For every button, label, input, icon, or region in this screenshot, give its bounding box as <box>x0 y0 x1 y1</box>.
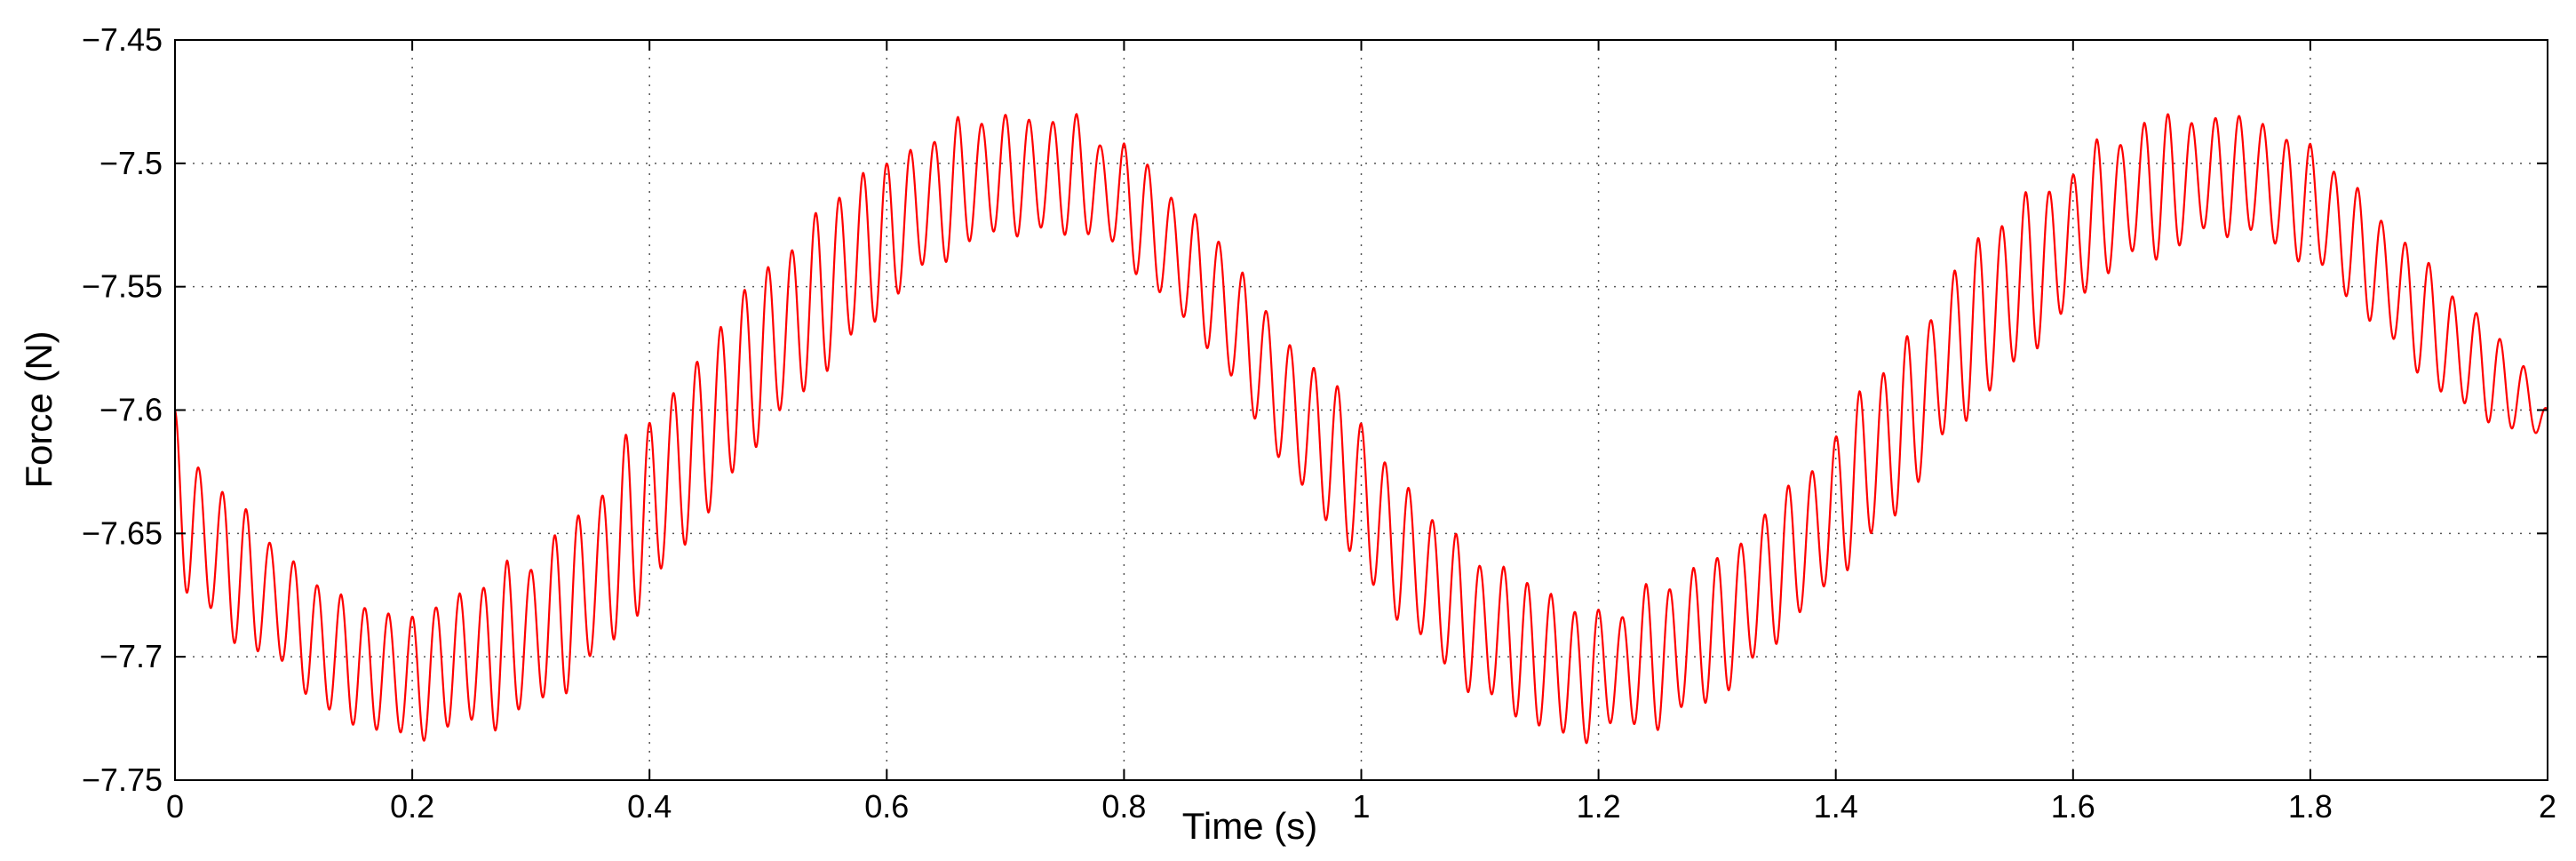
axis-ticks <box>174 39 2548 781</box>
y-axis-title: Force (N) <box>18 331 60 488</box>
y-tick-label: −7.7 <box>99 638 163 674</box>
y-tick-label: −7.65 <box>82 514 163 551</box>
x-tick-label: 2 <box>2539 788 2556 825</box>
x-tick-label: 1.8 <box>2288 788 2333 825</box>
x-axis-title: Time (s) <box>1182 805 1317 847</box>
y-tick-labels: −7.45 −7.5 −7.55 −7.6 −7.65 −7.7 −7.75 <box>82 21 163 798</box>
x-tick-label: 0.8 <box>1101 788 1146 825</box>
force-series-line <box>173 113 2548 745</box>
x-tick-label: 1.2 <box>1577 788 1621 825</box>
x-tick-label: 1 <box>1352 788 1370 825</box>
y-tick-label: −7.45 <box>82 21 163 58</box>
x-tick-label: 0.6 <box>864 788 909 825</box>
series-layer <box>173 113 2548 745</box>
y-tick-label: −7.75 <box>82 761 163 798</box>
y-tick-label: −7.6 <box>99 392 163 428</box>
x-tick-label: 1.6 <box>2051 788 2095 825</box>
y-tick-label: −7.55 <box>82 268 163 305</box>
x-tick-label: 0.2 <box>390 788 434 825</box>
x-tick-label: 1.4 <box>1814 788 1858 825</box>
x-tick-labels: 0 0.2 0.4 0.6 0.8 1 1.2 1.4 1.6 1.8 2 <box>166 788 2556 825</box>
x-tick-label: 0.4 <box>627 788 672 825</box>
y-tick-label: −7.5 <box>99 145 163 181</box>
x-tick-label: 0 <box>166 788 184 825</box>
